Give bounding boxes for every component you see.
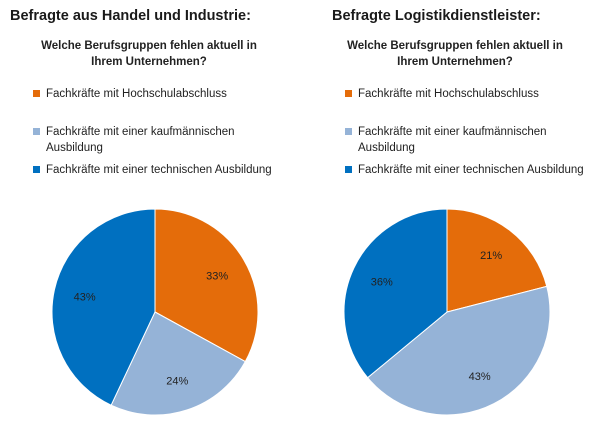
chart-subtitle: Welche Berufsgruppen fehlen aktuell in I…	[41, 40, 257, 68]
data-label-kaufmaennisch: 43%	[469, 371, 491, 383]
legend-label: Fachkräfte mit einer kaufmännischen Ausb…	[358, 126, 547, 154]
legend-item-hochschul: Fachkräfte mit Hochschulabschluss	[33, 86, 283, 102]
chart-subtitle: Welche Berufsgruppen fehlen aktuell in I…	[347, 40, 563, 68]
legend-swatch-hochschul	[33, 90, 40, 97]
legend-label: Fachkräfte mit einer technischen Ausbild…	[358, 164, 584, 176]
legend-swatch-technisch	[33, 166, 40, 173]
legend-swatch-kaufmaennisch	[33, 128, 40, 135]
pie-chart-logistikdienstleister: 21% 43% 36%	[343, 208, 551, 416]
legend-label: Fachkräfte mit Hochschulabschluss	[46, 88, 227, 100]
data-label-technisch: 43%	[74, 291, 96, 303]
chart-title: Befragte Logistikdienstleister:	[332, 8, 541, 24]
legend-item-technisch: Fachkräfte mit einer technischen Ausbild…	[33, 162, 283, 178]
pie-slice-kaufmaennisch	[110, 311, 246, 416]
chart-title: Befragte aus Handel und Industrie:	[10, 8, 251, 24]
data-label-technisch: 36%	[371, 276, 393, 288]
pie-slice-technisch	[343, 208, 448, 379]
data-label-kaufmaennisch: 24%	[166, 376, 188, 388]
legend-swatch-hochschul	[345, 90, 352, 97]
pie-slice-technisch	[51, 208, 156, 406]
legend-item-technisch: Fachkräfte mit einer technischen Ausbild…	[345, 162, 595, 178]
chart-panel-logistikdienstleister: Befragte Logistikdienstleister: Welche B…	[300, 0, 600, 425]
pie-slice-hochschul	[154, 208, 259, 363]
pie-slice-hochschul	[446, 208, 548, 313]
pie-slice-kaufmaennisch	[366, 285, 551, 416]
legend-label: Fachkräfte mit Hochschulabschluss	[358, 88, 539, 100]
legend-label: Fachkräfte mit einer kaufmännischen Ausb…	[46, 126, 235, 154]
legend-item-kaufmaennisch: Fachkräfte mit einer kaufmännischen Ausb…	[345, 124, 595, 156]
data-label-hochschul: 21%	[480, 250, 502, 262]
legend-swatch-kaufmaennisch	[345, 128, 352, 135]
pie-chart-handel-industrie: 33% 24% 43%	[51, 208, 259, 416]
legend-label: Fachkräfte mit einer technischen Ausbild…	[46, 164, 272, 176]
chart-panel-handel-industrie: Befragte aus Handel und Industrie: Welch…	[10, 8, 283, 416]
data-label-hochschul: 33%	[206, 270, 228, 282]
legend-swatch-technisch	[345, 166, 352, 173]
legend-item-hochschul: Fachkräfte mit Hochschulabschluss	[345, 86, 595, 102]
legend-item-kaufmaennisch: Fachkräfte mit einer kaufmännischen Ausb…	[33, 124, 283, 156]
